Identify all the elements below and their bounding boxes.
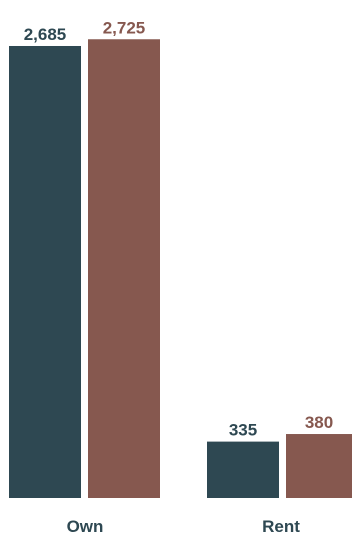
category-label-own: Own	[67, 517, 104, 535]
bars-group	[9, 39, 352, 499]
category-label-rent: Rent	[262, 517, 300, 535]
bar-rent-2	[286, 434, 352, 498]
value-labels-group: 2,685 2,725 335 380	[24, 18, 333, 439]
bar-own-2	[88, 39, 160, 498]
value-label-own-1: 2,685	[24, 25, 67, 44]
bar-rent-1	[207, 441, 279, 498]
category-labels-group: Own Rent	[67, 517, 301, 535]
value-label-rent-1: 335	[229, 421, 257, 440]
value-label-rent-2: 380	[305, 413, 333, 432]
value-label-own-2: 2,725	[103, 18, 146, 37]
bar-own-1	[9, 45, 81, 499]
